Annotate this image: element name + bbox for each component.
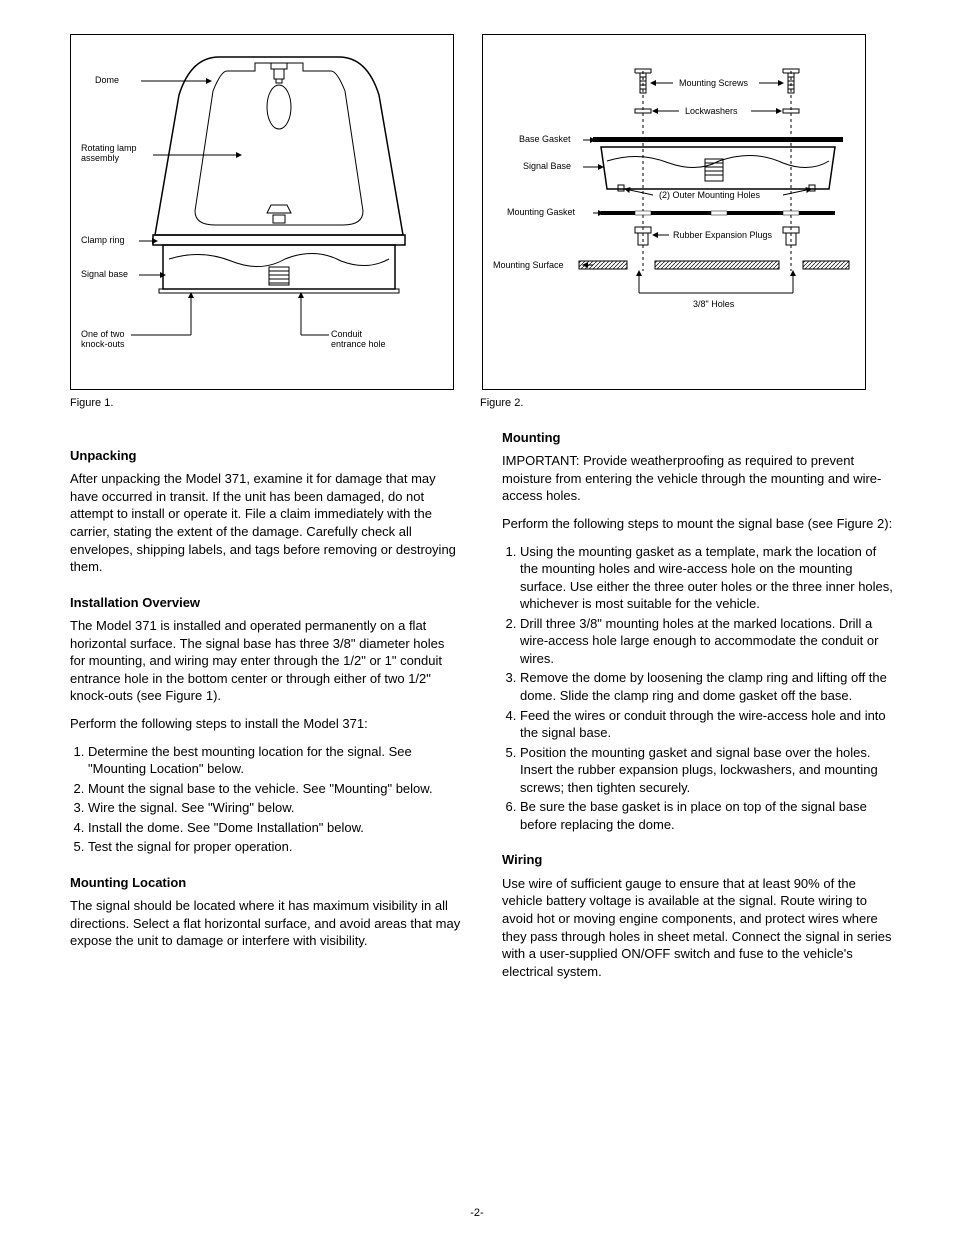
figure-1: Dome Rotating lampassembly Clamp ring Si… xyxy=(70,34,454,390)
label-dome: Dome xyxy=(95,75,119,85)
list-item: Mount the signal base to the vehicle. Se… xyxy=(88,780,462,798)
list-item: Wire the signal. See "Wiring" below. xyxy=(88,799,462,817)
figure-1-caption: Figure 1. xyxy=(70,396,452,411)
svg-text:Conduitentrance hole: Conduitentrance hole xyxy=(331,329,386,349)
label-plugs: Rubber Expansion Plugs xyxy=(673,230,773,240)
para-unpacking: After unpacking the Model 371, examine i… xyxy=(70,470,462,575)
para-mounting-do: Perform the following steps to mount the… xyxy=(502,515,894,533)
label-holes: 3/8" Holes xyxy=(693,299,735,309)
mounting-steps: Using the mounting gasket as a template,… xyxy=(502,543,894,834)
label-outerholes: (2) Outer Mounting Holes xyxy=(659,190,761,200)
label-base: Signal base xyxy=(81,269,128,279)
heading-wiring: Wiring xyxy=(502,851,894,869)
heading-overview: Installation Overview xyxy=(70,594,462,612)
list-item: Test the signal for proper operation. xyxy=(88,838,462,856)
label-surface: Mounting Surface xyxy=(493,260,564,270)
label-basegasket: Base Gasket xyxy=(519,134,571,144)
figure-2-svg: Mounting Screws Lockwashers Base Gasket … xyxy=(483,35,865,389)
para-mounting-imp: IMPORTANT: Provide weatherproofing as re… xyxy=(502,452,894,505)
page-number: -2- xyxy=(0,1206,954,1221)
label-lock: Lockwashers xyxy=(685,106,738,116)
install-steps: Determine the best mounting location for… xyxy=(70,743,462,856)
figure-1-svg: Dome Rotating lampassembly Clamp ring Si… xyxy=(71,35,453,389)
heading-unpacking: Unpacking xyxy=(70,447,462,465)
steps-intro: Perform the following steps to install t… xyxy=(70,715,462,733)
list-item: Be sure the base gasket is in place on t… xyxy=(520,798,894,833)
label-screws: Mounting Screws xyxy=(679,78,749,88)
heading-mounting: Mounting xyxy=(502,429,894,447)
label-mgasket: Mounting Gasket xyxy=(507,207,576,217)
heading-location: Mounting Location xyxy=(70,874,462,892)
para-wiring: Use wire of sufficient gauge to ensure t… xyxy=(502,875,894,980)
para-overview: The Model 371 is installed and operated … xyxy=(70,617,462,705)
list-item: Determine the best mounting location for… xyxy=(88,743,462,778)
figure-2-caption: Figure 2. xyxy=(480,396,862,411)
list-item: Remove the dome by loosening the clamp r… xyxy=(520,669,894,704)
svg-text:One of twoknock-outs: One of twoknock-outs xyxy=(81,329,125,349)
list-item: Drill three 3/8" mounting holes at the m… xyxy=(520,615,894,668)
label-clamp: Clamp ring xyxy=(81,235,125,245)
list-item: Using the mounting gasket as a template,… xyxy=(520,543,894,613)
label-signalbase: Signal Base xyxy=(523,161,571,171)
list-item: Install the dome. See "Dome Installation… xyxy=(88,819,462,837)
list-item: Position the mounting gasket and signal … xyxy=(520,744,894,797)
figure-2: Mounting Screws Lockwashers Base Gasket … xyxy=(482,34,866,390)
svg-text:Rotating lampassembly: Rotating lampassembly xyxy=(81,143,137,163)
list-item: Feed the wires or conduit through the wi… xyxy=(520,707,894,742)
para-location: The signal should be located where it ha… xyxy=(70,897,462,950)
